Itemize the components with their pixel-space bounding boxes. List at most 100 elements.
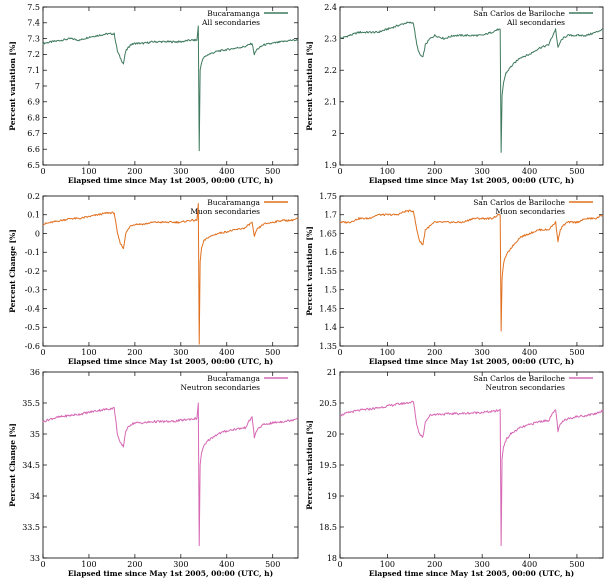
y-tick-label: 7.3 <box>27 34 40 43</box>
y-tick-label: 33.5 <box>22 523 40 532</box>
x-axis-label: Elapsed time since May 1st 2005, 00:00 (… <box>369 357 574 366</box>
y-tick-label: -0.4 <box>25 304 40 313</box>
y-tick-label: 1.4 <box>324 323 337 332</box>
x-tick-label: 200 <box>427 167 442 176</box>
y-tick-label: 7.2 <box>27 50 40 59</box>
y-tick-label: -0.5 <box>25 323 40 332</box>
y-tick-label: 2.3 <box>324 34 337 43</box>
x-axis-label: Elapsed time since May 1st 2005, 00:00 (… <box>68 569 273 578</box>
x-tick-label: 300 <box>475 348 490 357</box>
x-tick-label: 500 <box>569 560 584 569</box>
series-line <box>339 21 604 153</box>
y-tick-label: -0.3 <box>25 286 40 295</box>
x-axis-label: Elapsed time since May 1st 2005, 00:00 (… <box>68 357 273 366</box>
y-tick-label: 6.9 <box>27 98 40 107</box>
series-line <box>339 400 604 547</box>
legend-label-component: All secondaries <box>506 18 565 27</box>
y-axis-label: Percent Change [%] <box>8 229 17 313</box>
x-tick-label: 300 <box>475 560 490 569</box>
legend-label-component: Neutron secondaries <box>180 383 260 392</box>
x-tick-label: 500 <box>569 348 584 357</box>
y-tick-label: 1.75 <box>319 192 337 201</box>
x-tick-label: 400 <box>219 348 234 357</box>
x-axis-label: Elapsed time since May 1st 2005, 00:00 (… <box>369 569 574 578</box>
x-tick-label: 100 <box>380 167 395 176</box>
y-tick-label: 1.45 <box>319 304 337 313</box>
y-tick-label: 2.4 <box>324 3 337 12</box>
plot-frame <box>42 6 299 166</box>
y-tick-label: 1.65 <box>319 229 337 238</box>
x-tick-label: 0 <box>40 348 45 357</box>
x-tick-label: 500 <box>569 167 584 176</box>
series-line <box>42 402 299 547</box>
y-tick-label: 0.1 <box>27 211 40 220</box>
y-tick-label: 20.5 <box>319 399 337 408</box>
x-tick-label: 100 <box>380 560 395 569</box>
y-tick-label: 0 <box>35 229 40 238</box>
x-tick-label: 200 <box>427 560 442 569</box>
legend-label-station: San Carlos de Bariloche <box>473 9 565 18</box>
legend-label-component: Neutron secondaries <box>485 383 565 392</box>
chart-panel-4: 0 100 200 300 400 500 1.35 1.4 1.45 1.5 1.55 1.6 1.6… <box>305 192 604 366</box>
y-tick-label: 36 <box>30 368 40 377</box>
x-tick-label: 300 <box>475 167 490 176</box>
y-tick-label: 1.35 <box>319 342 337 351</box>
y-axis-label: Percent variation [%] <box>8 41 17 131</box>
plot-frame <box>339 6 604 166</box>
legend-label-component: Muon secondaries <box>190 207 260 216</box>
x-tick-label: 0 <box>40 560 45 569</box>
x-tick-label: 500 <box>265 560 280 569</box>
legend-label-station: San Carlos de Bariloche <box>473 374 565 383</box>
y-tick-label: 18 <box>327 554 337 563</box>
y-tick-label: 33 <box>30 554 40 563</box>
x-tick-label: 400 <box>219 167 234 176</box>
legend-label-component: All secondaries <box>201 18 260 27</box>
x-tick-label: 100 <box>81 167 96 176</box>
chart-panel-3: 0 100 200 300 400 500 -0.6 -0.5 -0.4 -0.3 -0.2 -0.1… <box>8 192 299 366</box>
plot-frame <box>42 371 299 559</box>
x-tick-label: 0 <box>337 167 342 176</box>
x-tick-label: 0 <box>337 560 342 569</box>
x-tick-label: 400 <box>219 560 234 569</box>
y-tick-label: 6.8 <box>27 113 40 122</box>
x-tick-label: 200 <box>127 560 142 569</box>
x-tick-label: 300 <box>173 560 188 569</box>
x-tick-label: 0 <box>40 167 45 176</box>
y-axis-label: Percent Change [%] <box>8 423 17 507</box>
y-tick-label: 19.5 <box>319 461 337 470</box>
y-axis-label: Percent variation [%] <box>305 226 314 316</box>
x-tick-label: 100 <box>81 560 96 569</box>
y-tick-label: 6.6 <box>27 145 40 154</box>
y-tick-label: -0.2 <box>25 267 40 276</box>
y-tick-label: 34 <box>30 492 40 501</box>
legend-label-component: Muon secondaries <box>495 207 565 216</box>
y-tick-label: -0.6 <box>25 342 40 351</box>
y-tick-label: -0.1 <box>25 248 40 257</box>
x-tick-label: 500 <box>265 348 280 357</box>
y-tick-label: 7.5 <box>27 3 40 12</box>
y-tick-label: 1.5 <box>324 286 337 295</box>
x-axis-label: Elapsed time since May 1st 2005, 00:00 (… <box>68 176 273 185</box>
y-axis-label: Percent variation [%] <box>305 420 314 510</box>
y-tick-label: 2.1 <box>324 98 337 107</box>
y-tick-label: 2.2 <box>324 66 337 75</box>
y-tick-label: 20 <box>327 430 337 439</box>
x-tick-label: 200 <box>427 348 442 357</box>
x-tick-label: 400 <box>522 348 537 357</box>
y-tick-label: 1.7 <box>324 211 337 220</box>
y-tick-label: 7.4 <box>27 19 40 28</box>
x-tick-label: 100 <box>380 348 395 357</box>
x-tick-label: 400 <box>522 167 537 176</box>
y-tick-label: 21 <box>327 368 337 377</box>
y-tick-label: 35.5 <box>22 399 40 408</box>
legend-label-station: Bucaramanga <box>207 198 260 207</box>
series-line <box>42 25 299 152</box>
y-tick-label: 1.55 <box>319 267 337 276</box>
y-tick-label: 7.1 <box>27 66 40 75</box>
plot-frame <box>339 371 604 559</box>
y-tick-label: 6.5 <box>27 161 40 170</box>
x-axis-label: Elapsed time since May 1st 2005, 00:00 (… <box>369 176 574 185</box>
chart-panel-5: 0 100 200 300 400 500 33 33.5 34 34.5 35 35.5 36 Elap… <box>8 368 299 578</box>
legend-label-station: Bucaramanga <box>207 374 260 383</box>
